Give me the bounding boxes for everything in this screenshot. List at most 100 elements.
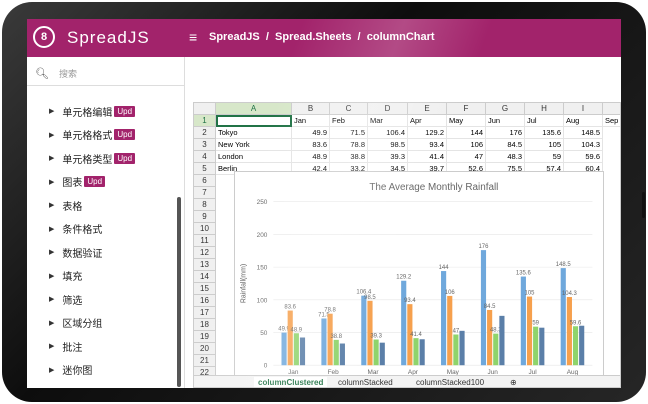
- row-header[interactable]: 18: [194, 319, 216, 331]
- spreadsheet[interactable]: A B C D E F G H I 1 2 3 4 5 6 7 8 9 10 11 12 13 14 15 16 17 18 19 20…: [193, 102, 621, 388]
- sidebar-scrollbar[interactable]: [177, 197, 181, 387]
- sheet-tab[interactable]: columnStacked: [338, 378, 393, 387]
- row-header[interactable]: 13: [194, 259, 216, 271]
- cell[interactable]: Tokyo: [216, 127, 292, 139]
- caret-right-icon: ▶: [49, 225, 55, 233]
- cell[interactable]: Mar: [368, 115, 408, 127]
- column-header[interactable]: A: [216, 103, 292, 115]
- column-chart[interactable]: The Average Monthly Rainfall Rainfall(mm)…: [234, 171, 604, 388]
- row-header[interactable]: 3: [194, 139, 216, 151]
- cell[interactable]: 84.5: [486, 139, 525, 151]
- row-header[interactable]: 11: [194, 235, 216, 247]
- row-header[interactable]: 19: [194, 331, 216, 343]
- row-header[interactable]: 6: [194, 175, 216, 187]
- cell[interactable]: 148.5: [564, 127, 603, 139]
- sidebar-item[interactable]: ▶ 单元格格式 Upd: [49, 125, 136, 145]
- cell[interactable]: 48.9: [292, 151, 330, 163]
- sheet-tab[interactable]: columnStacked100: [416, 378, 485, 387]
- sidebar-item[interactable]: ▶ 批注: [49, 336, 82, 356]
- row-header[interactable]: 10: [194, 223, 216, 235]
- cell[interactable]: 48.3: [486, 151, 525, 163]
- sidebar-item[interactable]: ▶ 图表 Upd: [49, 172, 106, 192]
- cell[interactable]: Jul: [525, 115, 564, 127]
- cell[interactable]: 135.6: [525, 127, 564, 139]
- cell[interactable]: 106: [447, 139, 486, 151]
- search-box[interactable]: 🔍︎ 搜索: [35, 63, 183, 83]
- row-header[interactable]: 14: [194, 271, 216, 283]
- sidebar-item[interactable]: ▶ 单元格类型 Upd: [49, 148, 136, 168]
- row-header[interactable]: 20: [194, 343, 216, 355]
- row-header[interactable]: 17: [194, 307, 216, 319]
- sidebar-item[interactable]: ▶ 区域分组: [49, 313, 102, 333]
- column-header[interactable]: B: [292, 103, 330, 115]
- row-header[interactable]: 8: [194, 199, 216, 211]
- row-header[interactable]: 21: [194, 355, 216, 367]
- cell[interactable]: Sep: [603, 115, 620, 127]
- column-header[interactable]: F: [447, 103, 486, 115]
- cell[interactable]: 106.4: [368, 127, 408, 139]
- row-header[interactable]: 12: [194, 247, 216, 259]
- column-header[interactable]: E: [408, 103, 447, 115]
- column-header[interactable]: H: [525, 103, 564, 115]
- column-header[interactable]: C: [330, 103, 368, 115]
- cell[interactable]: 105: [525, 139, 564, 151]
- caret-right-icon: ▶: [49, 319, 55, 327]
- cell[interactable]: 47: [447, 151, 486, 163]
- cell[interactable]: New York: [216, 139, 292, 151]
- cell[interactable]: 78.8: [330, 139, 368, 151]
- caret-right-icon: ▶: [49, 155, 55, 162]
- sheet-tab[interactable]: columnClustered: [254, 377, 328, 387]
- sidebar-item[interactable]: ▶ 迷你图: [49, 360, 92, 380]
- sidebar-item[interactable]: ▶ 数据验证: [49, 242, 102, 262]
- cell[interactable]: London: [216, 151, 292, 163]
- row-header[interactable]: 16: [194, 295, 216, 307]
- cell[interactable]: 83.6: [292, 139, 330, 151]
- data-label: 106.4: [356, 290, 372, 296]
- search-input[interactable]: 搜索: [58, 68, 77, 79]
- sidebar-item[interactable]: ▶函数迷你图: [49, 383, 112, 388]
- cell[interactable]: Jan: [292, 115, 330, 127]
- cell[interactable]: 41.4: [408, 151, 447, 163]
- cell[interactable]: 39.3: [368, 151, 408, 163]
- column-header-partial[interactable]: [603, 103, 620, 115]
- cell[interactable]: 59.6: [564, 151, 603, 163]
- cell[interactable]: 49.9: [292, 127, 330, 139]
- column-header[interactable]: D: [368, 103, 408, 115]
- cell[interactable]: 144: [447, 127, 486, 139]
- cell[interactable]: Feb: [330, 115, 368, 127]
- row-header[interactable]: 5: [194, 163, 216, 175]
- row-header[interactable]: 9: [194, 211, 216, 223]
- hamburger-menu-icon[interactable]: ≡: [189, 29, 198, 45]
- column-header[interactable]: I: [564, 103, 603, 115]
- active-cell[interactable]: [216, 115, 292, 127]
- cell[interactable]: 71.5: [330, 127, 368, 139]
- cell[interactable]: 93.4: [408, 139, 447, 151]
- cell[interactable]: 104.3: [564, 139, 603, 151]
- row-header[interactable]: 2: [194, 127, 216, 139]
- sidebar-item[interactable]: ▶ 单元格编辑 Upd: [49, 101, 136, 121]
- row-header[interactable]: 7: [194, 187, 216, 199]
- cell[interactable]: Apr: [408, 115, 447, 127]
- sidebar-item[interactable]: ▶ 表格: [49, 195, 82, 215]
- column-header[interactable]: G: [486, 103, 525, 115]
- cell[interactable]: 38.8: [330, 151, 368, 163]
- sidebar-item[interactable]: ▶ 条件格式: [49, 219, 102, 239]
- caret-right-icon: ▶: [49, 202, 55, 209]
- add-sheet-button[interactable]: ⊕: [510, 378, 517, 387]
- bar: [499, 315, 505, 366]
- cell[interactable]: 129.2: [408, 127, 447, 139]
- bar: [321, 318, 327, 366]
- row-header[interactable]: 4: [194, 151, 216, 163]
- cell[interactable]: 176: [486, 127, 525, 139]
- cell[interactable]: 98.5: [368, 139, 408, 151]
- row-header[interactable]: 15: [194, 283, 216, 295]
- sidebar-item[interactable]: ▶ 筛选: [49, 289, 82, 309]
- cell[interactable]: May: [447, 115, 486, 127]
- caret-right-icon: ▶: [49, 296, 55, 303]
- cell[interactable]: Jun: [486, 115, 525, 127]
- cell[interactable]: 59: [525, 151, 564, 163]
- sidebar-item[interactable]: ▶ 填充: [49, 266, 82, 286]
- cell[interactable]: Aug: [564, 115, 603, 127]
- sheet-corner[interactable]: [194, 103, 216, 115]
- row-header[interactable]: 1: [194, 115, 216, 127]
